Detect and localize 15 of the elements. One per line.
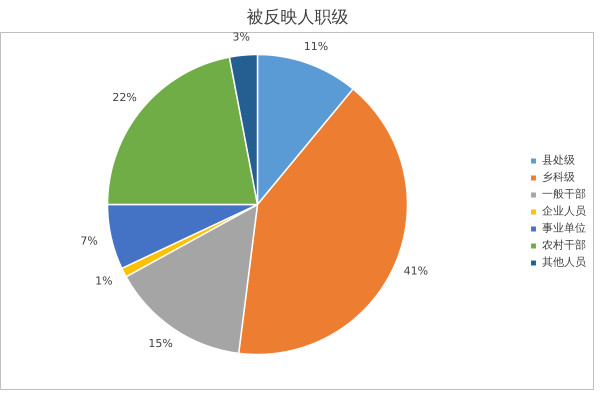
legend-label: 其他人员 xyxy=(542,254,586,270)
data-label: 7% xyxy=(80,234,98,248)
data-label: 41% xyxy=(404,264,428,278)
legend-label: 乡科级 xyxy=(542,170,575,184)
data-label: 15% xyxy=(148,336,173,350)
data-label: 1% xyxy=(95,274,113,288)
legend-label: 县处级 xyxy=(542,152,575,168)
data-label: 3% xyxy=(232,30,250,44)
data-label: 11% xyxy=(304,40,328,53)
chart-title: 被反映人职级 xyxy=(246,8,348,28)
legend-label: 事业单位 xyxy=(542,220,586,236)
legend-label: 一般干部 xyxy=(542,186,586,202)
data-label: 22% xyxy=(112,90,137,104)
legend-label: 农村干部 xyxy=(542,238,586,252)
legend-label: 企业人员 xyxy=(542,204,586,218)
